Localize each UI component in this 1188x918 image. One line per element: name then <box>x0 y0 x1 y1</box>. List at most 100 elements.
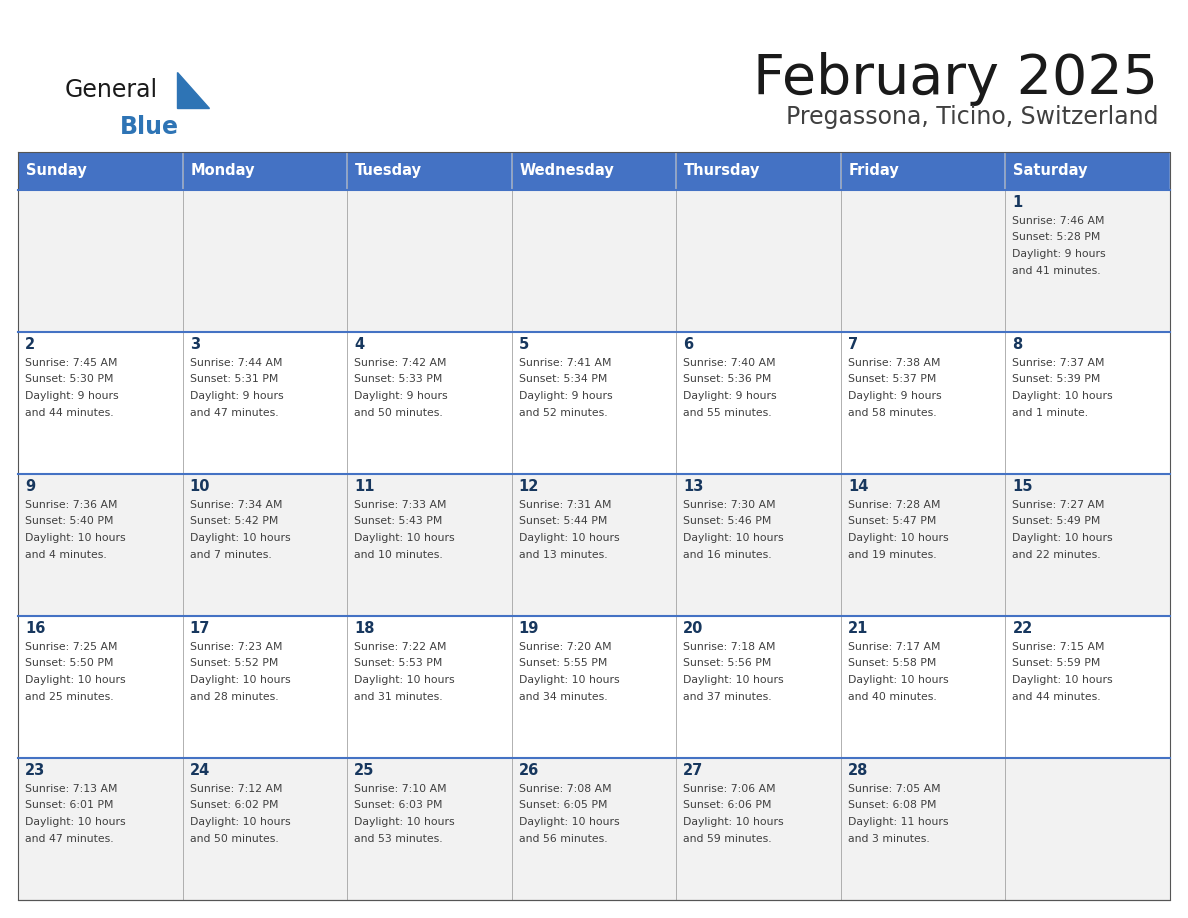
Text: and 25 minutes.: and 25 minutes. <box>25 691 114 701</box>
Bar <box>183 190 347 332</box>
Bar <box>841 758 1005 900</box>
Text: Daylight: 10 hours: Daylight: 10 hours <box>1012 675 1113 685</box>
Text: Sunset: 5:39 PM: Sunset: 5:39 PM <box>1012 375 1101 385</box>
Text: 16: 16 <box>25 621 45 636</box>
Text: Tuesday: Tuesday <box>355 163 422 178</box>
Bar <box>347 152 512 190</box>
Text: 4: 4 <box>354 337 365 352</box>
Text: Sunrise: 7:12 AM: Sunrise: 7:12 AM <box>190 784 282 794</box>
Text: Sunrise: 7:36 AM: Sunrise: 7:36 AM <box>25 500 118 510</box>
Text: Sunrise: 7:30 AM: Sunrise: 7:30 AM <box>683 500 776 510</box>
Text: Sunset: 6:06 PM: Sunset: 6:06 PM <box>683 800 772 811</box>
Text: and 16 minutes.: and 16 minutes. <box>683 550 772 559</box>
Text: Daylight: 9 hours: Daylight: 9 hours <box>848 391 941 401</box>
Bar <box>18 474 183 616</box>
Text: Sunset: 5:50 PM: Sunset: 5:50 PM <box>25 658 114 668</box>
Text: and 10 minutes.: and 10 minutes. <box>354 550 443 559</box>
Text: and 7 minutes.: and 7 minutes. <box>190 550 271 559</box>
Text: Blue: Blue <box>120 115 179 139</box>
Text: Daylight: 9 hours: Daylight: 9 hours <box>1012 249 1106 259</box>
Bar <box>512 190 676 332</box>
Text: Sunset: 6:01 PM: Sunset: 6:01 PM <box>25 800 114 811</box>
Text: 18: 18 <box>354 621 374 636</box>
Text: 28: 28 <box>848 763 868 778</box>
Text: 23: 23 <box>25 763 45 778</box>
Text: Daylight: 10 hours: Daylight: 10 hours <box>25 533 126 543</box>
Text: Daylight: 9 hours: Daylight: 9 hours <box>354 391 448 401</box>
Text: 13: 13 <box>683 479 703 494</box>
Text: Sunrise: 7:42 AM: Sunrise: 7:42 AM <box>354 358 447 368</box>
Text: 3: 3 <box>190 337 200 352</box>
Text: Daylight: 9 hours: Daylight: 9 hours <box>683 391 777 401</box>
Text: Sunset: 5:33 PM: Sunset: 5:33 PM <box>354 375 442 385</box>
Text: Friday: Friday <box>849 163 899 178</box>
Text: and 55 minutes.: and 55 minutes. <box>683 408 772 418</box>
Text: Monday: Monday <box>190 163 255 178</box>
Text: Sunday: Sunday <box>26 163 87 178</box>
Text: Sunset: 5:43 PM: Sunset: 5:43 PM <box>354 517 442 527</box>
Bar <box>183 332 347 474</box>
Text: Daylight: 9 hours: Daylight: 9 hours <box>25 391 119 401</box>
Text: and 34 minutes.: and 34 minutes. <box>519 691 607 701</box>
Bar <box>1005 616 1170 758</box>
Text: and 44 minutes.: and 44 minutes. <box>25 408 114 418</box>
Bar <box>347 758 512 900</box>
Bar <box>183 474 347 616</box>
Text: Daylight: 10 hours: Daylight: 10 hours <box>190 533 290 543</box>
Text: and 59 minutes.: and 59 minutes. <box>683 834 772 844</box>
Text: 2: 2 <box>25 337 36 352</box>
Text: Sunset: 5:30 PM: Sunset: 5:30 PM <box>25 375 114 385</box>
Text: Sunrise: 7:10 AM: Sunrise: 7:10 AM <box>354 784 447 794</box>
Text: Sunset: 6:05 PM: Sunset: 6:05 PM <box>519 800 607 811</box>
Text: and 50 minutes.: and 50 minutes. <box>190 834 278 844</box>
Text: Sunset: 6:08 PM: Sunset: 6:08 PM <box>848 800 936 811</box>
Text: and 3 minutes.: and 3 minutes. <box>848 834 929 844</box>
Bar <box>347 190 512 332</box>
Text: 1: 1 <box>1012 195 1023 210</box>
Text: 27: 27 <box>683 763 703 778</box>
Text: Sunrise: 7:06 AM: Sunrise: 7:06 AM <box>683 784 776 794</box>
Text: and 56 minutes.: and 56 minutes. <box>519 834 607 844</box>
Text: Sunset: 5:56 PM: Sunset: 5:56 PM <box>683 658 772 668</box>
Bar <box>676 152 841 190</box>
Text: Sunrise: 7:13 AM: Sunrise: 7:13 AM <box>25 784 118 794</box>
Text: Sunrise: 7:45 AM: Sunrise: 7:45 AM <box>25 358 118 368</box>
Text: 7: 7 <box>848 337 858 352</box>
Text: Sunset: 5:46 PM: Sunset: 5:46 PM <box>683 517 772 527</box>
Text: Daylight: 10 hours: Daylight: 10 hours <box>519 675 619 685</box>
Text: Sunset: 6:03 PM: Sunset: 6:03 PM <box>354 800 443 811</box>
Text: Saturday: Saturday <box>1013 163 1088 178</box>
Bar <box>512 152 676 190</box>
Text: Daylight: 10 hours: Daylight: 10 hours <box>190 675 290 685</box>
Bar <box>676 474 841 616</box>
Text: 15: 15 <box>1012 479 1032 494</box>
Text: Daylight: 11 hours: Daylight: 11 hours <box>848 817 948 827</box>
Text: 5: 5 <box>519 337 529 352</box>
Bar <box>1005 474 1170 616</box>
Text: Sunrise: 7:44 AM: Sunrise: 7:44 AM <box>190 358 282 368</box>
Bar <box>18 616 183 758</box>
Text: and 31 minutes.: and 31 minutes. <box>354 691 443 701</box>
Bar <box>512 474 676 616</box>
Bar <box>347 332 512 474</box>
Bar <box>676 190 841 332</box>
Text: and 50 minutes.: and 50 minutes. <box>354 408 443 418</box>
Text: Daylight: 10 hours: Daylight: 10 hours <box>683 533 784 543</box>
Bar <box>1005 190 1170 332</box>
Text: Daylight: 10 hours: Daylight: 10 hours <box>848 533 948 543</box>
Text: 10: 10 <box>190 479 210 494</box>
Text: and 41 minutes.: and 41 minutes. <box>1012 265 1101 275</box>
Text: and 40 minutes.: and 40 minutes. <box>848 691 936 701</box>
Text: Sunrise: 7:38 AM: Sunrise: 7:38 AM <box>848 358 941 368</box>
Text: Sunset: 5:34 PM: Sunset: 5:34 PM <box>519 375 607 385</box>
Text: Sunrise: 7:08 AM: Sunrise: 7:08 AM <box>519 784 612 794</box>
Text: Daylight: 10 hours: Daylight: 10 hours <box>683 817 784 827</box>
Bar <box>512 332 676 474</box>
Text: Sunrise: 7:18 AM: Sunrise: 7:18 AM <box>683 642 776 652</box>
Text: 26: 26 <box>519 763 539 778</box>
Bar <box>18 190 183 332</box>
Text: Sunrise: 7:46 AM: Sunrise: 7:46 AM <box>1012 216 1105 226</box>
Text: Sunset: 5:28 PM: Sunset: 5:28 PM <box>1012 232 1101 242</box>
Text: Daylight: 10 hours: Daylight: 10 hours <box>354 675 455 685</box>
Text: 21: 21 <box>848 621 868 636</box>
